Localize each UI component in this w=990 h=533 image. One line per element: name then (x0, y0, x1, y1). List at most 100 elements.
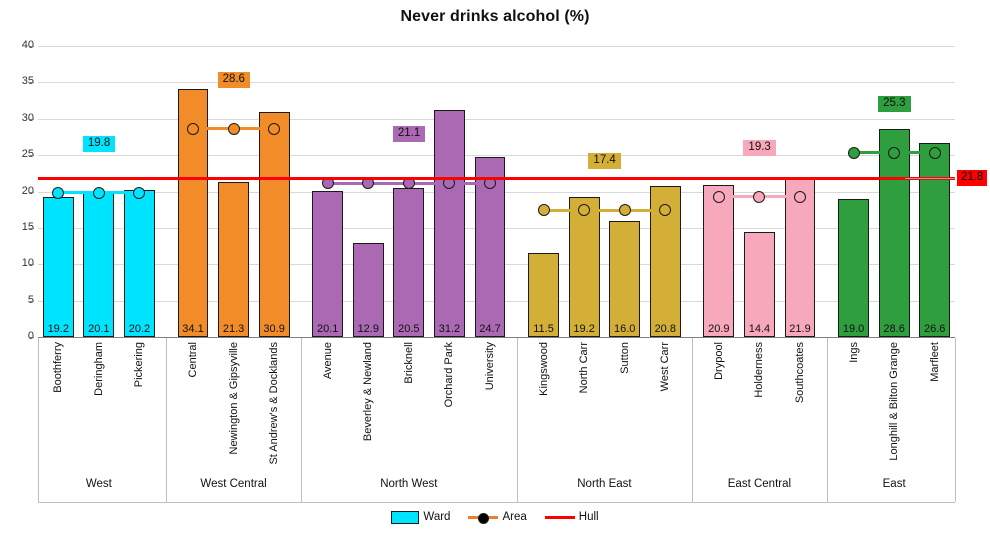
y-axis: 0 5 10 15 20 25 30 35 40 (0, 40, 34, 342)
axis-separator (826, 338, 828, 502)
legend-line (544, 515, 575, 519)
legend-item[interactable]: Area (468, 511, 527, 524)
bar (312, 190, 344, 337)
category-label: Longhill & Bilton Grange (888, 342, 901, 461)
bar-value-label: 20.9 (708, 323, 730, 335)
area-marker (659, 204, 672, 217)
category-label-cell: University (470, 338, 511, 466)
chart-legend: Ward Area Hull (0, 506, 990, 528)
group-label: West Central (200, 478, 267, 490)
y-axis-tick-label: 30 (21, 111, 34, 124)
category-label: St Andrew's & Docklands (268, 342, 281, 465)
bar-value-label: 30.9 (263, 323, 285, 335)
legend-item[interactable]: Hull (544, 511, 599, 523)
category-label-cell: Boothferry (38, 338, 79, 466)
axis-separator (516, 338, 518, 502)
area-value-label: 25.3 (878, 95, 911, 112)
area-marker (227, 122, 240, 135)
y-axis-tick-label: 0 (27, 330, 34, 342)
group-band-bottom-border (38, 502, 955, 503)
bar (609, 220, 641, 337)
bar (434, 110, 465, 337)
area-value-label: 28.6 (217, 71, 250, 88)
bar-value-label: 21.9 (789, 323, 811, 335)
area-marker (537, 204, 550, 217)
bar (919, 143, 951, 337)
category-label: Drypool (712, 342, 725, 380)
category-label: Pickering (133, 342, 146, 388)
group-axis-labels: West West Central North West North East East… (38, 466, 955, 502)
group-label: North East (577, 478, 632, 490)
legend-line-swatch (468, 512, 499, 524)
category-label-cell: West Carr (645, 338, 686, 466)
category-label: Beverley & Newland (362, 342, 375, 442)
y-axis-tick (30, 82, 34, 84)
area-marker (133, 186, 146, 199)
area-marker (753, 190, 766, 203)
area-value-label: 21.1 (392, 126, 426, 143)
hull-value-label: 21.8 (957, 170, 988, 187)
area-marker (268, 122, 281, 135)
category-label-cell: North Carr (564, 338, 605, 466)
category-label: Avenue (321, 342, 334, 380)
legend-label: Hull (578, 511, 599, 523)
bar-value-label: 19.2 (47, 323, 69, 335)
category-label-cell: Beverley & Newland (348, 338, 389, 466)
area-marker (187, 122, 199, 135)
bar (528, 253, 559, 337)
bar (352, 243, 384, 337)
category-label-cell: Marfleet (914, 338, 955, 466)
group-label: West (85, 478, 112, 490)
bar-value-label: 19.2 (573, 323, 595, 335)
bar (703, 184, 735, 337)
axis-separator (692, 338, 694, 502)
legend-marker (478, 512, 490, 524)
legend-label: Area (502, 511, 527, 523)
y-axis-tick-label: 5 (27, 293, 34, 306)
bar (42, 197, 74, 337)
y-axis-tick-label: 40 (21, 39, 34, 51)
area-value-label: 19.8 (82, 135, 116, 152)
y-axis-tick-label: 35 (21, 75, 34, 88)
category-label-cell: Kingswood (523, 338, 564, 466)
bar-value-label: 24.7 (479, 323, 501, 335)
y-axis-tick (30, 337, 34, 338)
category-label: Bricknell (402, 342, 415, 384)
category-label-cell: Holderness (739, 338, 780, 466)
category-label-cell: Bricknell (389, 338, 430, 466)
bar-value-label: 20.1 (317, 323, 339, 335)
hull-label-leader (905, 178, 955, 180)
area-marker (92, 186, 105, 199)
bar-value-label: 16.0 (614, 323, 636, 335)
category-label: University (483, 342, 496, 391)
category-label: Marfleet (928, 342, 941, 382)
legend-label: Ward (423, 511, 451, 523)
area-marker (928, 146, 941, 159)
x-axis-line (38, 337, 955, 338)
category-label: West Carr (659, 342, 672, 392)
axis-separator (38, 338, 39, 502)
category-label: Kingswood (537, 342, 550, 396)
bar (124, 190, 155, 337)
plot-area: 19.2 20.1 20.2 19.8 34.1 21.3 30.9 28.6 20.1 12.9… (38, 46, 988, 338)
hull-reference-line (38, 176, 955, 180)
axis-separator (166, 338, 168, 502)
category-label: Boothferry (52, 342, 65, 393)
area-value-label: 19.3 (743, 139, 776, 156)
category-label: Orchard Park (443, 342, 456, 408)
gridline (38, 118, 955, 120)
category-label-cell: Central (173, 338, 214, 466)
bar-value-label: 28.6 (883, 323, 905, 335)
category-label: Deringham (92, 342, 105, 396)
bar-value-label: 20.8 (654, 323, 676, 335)
bar (218, 182, 249, 337)
area-value-label: 17.4 (588, 153, 621, 170)
category-label: Central (186, 342, 199, 378)
y-axis-tick (30, 191, 34, 193)
bar (784, 177, 816, 337)
legend-line-swatch (544, 512, 575, 523)
area-marker (888, 146, 901, 159)
bar (838, 198, 869, 337)
legend-item[interactable]: Ward (391, 510, 451, 524)
